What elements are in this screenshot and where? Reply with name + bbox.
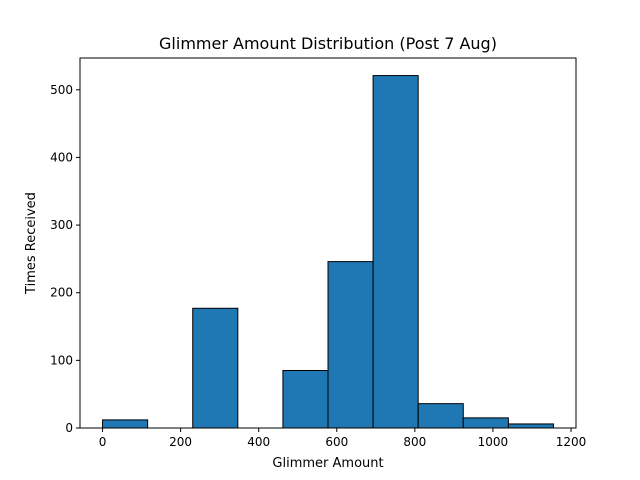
x-tick-label: 0 [99, 435, 107, 449]
y-tick-label: 200 [50, 286, 73, 300]
y-tick-label: 100 [50, 353, 73, 367]
histogram-bar-8 [462, 417, 509, 429]
histogram-bar-4 [282, 370, 329, 429]
histogram-bar-6 [372, 75, 419, 429]
x-axis-label: Glimmer Amount [272, 456, 383, 471]
x-tick-label: 400 [247, 435, 270, 449]
x-tick-label: 1000 [478, 435, 509, 449]
y-tick-label: 0 [65, 421, 73, 435]
y-tick-label: 500 [50, 83, 73, 97]
y-tick-label: 400 [50, 150, 73, 164]
histogram-bar-2 [192, 307, 239, 429]
y-axis-label: Times Received [24, 192, 39, 295]
histogram-bar-5 [327, 261, 374, 429]
histogram-bar-7 [417, 403, 464, 429]
plot-frame [79, 57, 577, 429]
histogram-bar-9 [507, 423, 554, 429]
chart-title: Glimmer Amount Distribution (Post 7 Aug) [159, 34, 497, 53]
y-tick-label: 300 [50, 218, 73, 232]
x-tick-label: 200 [169, 435, 192, 449]
bars-group [102, 75, 554, 429]
x-tick-label: 1200 [556, 435, 587, 449]
x-tick-label: 600 [325, 435, 348, 449]
histogram-bar-0 [102, 419, 149, 429]
y-axis-ticks: 0 100 200 300 400 500 [50, 83, 80, 435]
x-axis-ticks: 0 200 400 600 800 1000 1200 [99, 428, 587, 449]
x-tick-label: 800 [403, 435, 426, 449]
